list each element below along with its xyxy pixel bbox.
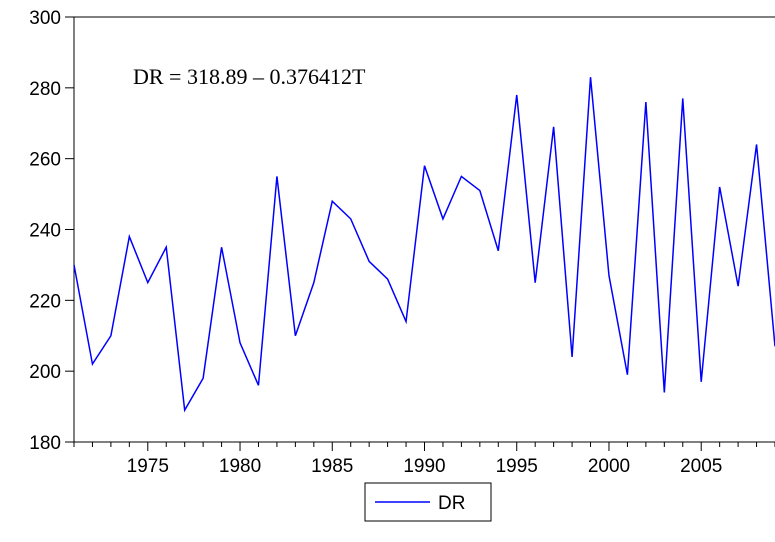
x-tick-label: 1985: [311, 456, 353, 477]
y-axis: 180 200 220 240 260 280 300: [29, 8, 75, 454]
y-tick-label: 300: [29, 8, 61, 29]
legend: DR: [364, 482, 492, 522]
y-tick-label: 220: [29, 291, 61, 312]
legend-label-dr: DR: [438, 493, 465, 514]
x-tick-label: 1975: [127, 456, 169, 477]
y-tick-label: 240: [29, 221, 61, 242]
regression-equation: DR = 318.89 – 0.376412T: [133, 64, 366, 89]
series-layer: [73, 77, 775, 413]
y-tick-label: 180: [29, 433, 61, 454]
x-tick-label: 2005: [680, 456, 722, 477]
x-tick-label: 1990: [403, 456, 445, 477]
x-tick-label: 1995: [496, 456, 538, 477]
x-tick-label: 2000: [588, 456, 630, 477]
x-tick-label: 1980: [219, 456, 261, 477]
y-tick-label: 200: [29, 362, 61, 383]
y-tick-label: 260: [29, 150, 61, 171]
y-tick-label: 280: [29, 79, 61, 100]
x-axis: 1975 1980 1985 1990 1995 2000 2005: [73, 16, 775, 477]
series-line-dr: [73, 77, 775, 413]
